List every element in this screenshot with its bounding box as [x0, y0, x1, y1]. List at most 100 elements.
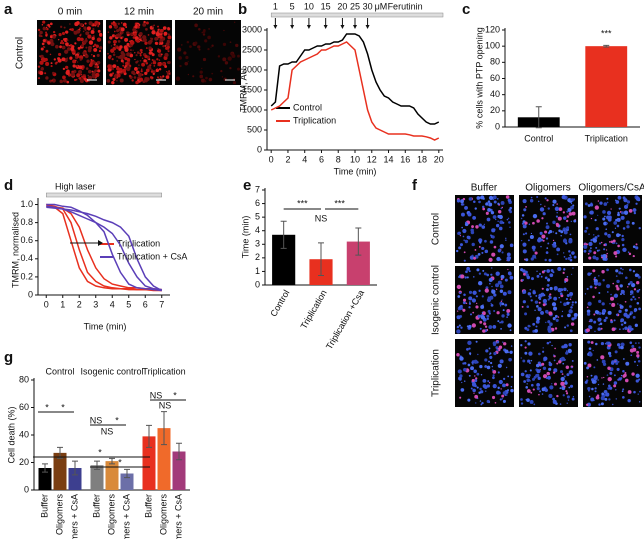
cell [553, 368, 558, 373]
cell [498, 226, 503, 231]
cell [74, 42, 77, 45]
cell [66, 80, 70, 84]
cell [565, 257, 568, 260]
cell [565, 351, 569, 355]
cell [596, 359, 599, 361]
cell [567, 348, 572, 354]
cell [68, 28, 71, 31]
cell [594, 219, 597, 222]
cell [598, 242, 602, 245]
cell [129, 52, 132, 54]
cell [622, 247, 627, 253]
cell [80, 44, 85, 48]
cell [609, 386, 613, 390]
cell [542, 298, 548, 304]
row-label: Control [15, 37, 26, 69]
cell [70, 72, 76, 77]
cell [45, 34, 48, 37]
cell [50, 65, 53, 68]
cell [525, 258, 529, 262]
cell [632, 208, 637, 212]
cell [138, 67, 140, 69]
cell [485, 286, 489, 290]
cell [466, 276, 469, 279]
cell [608, 398, 611, 401]
cell [148, 46, 152, 50]
cell [488, 257, 493, 262]
cell [532, 322, 536, 326]
cell [536, 195, 539, 199]
cell [167, 27, 171, 31]
treatment-bar [46, 192, 162, 198]
cell [504, 239, 507, 241]
cell [484, 288, 489, 293]
cell [593, 234, 595, 236]
cell [568, 343, 572, 347]
cell [562, 394, 565, 397]
y-tick-label: 0.4 [20, 253, 33, 263]
cell [525, 232, 528, 235]
cell [630, 293, 632, 296]
cell [495, 283, 500, 288]
cell [199, 74, 204, 79]
y-axis-title: Cell death (%) [6, 406, 16, 463]
cell [569, 329, 573, 333]
cell [606, 374, 609, 376]
cell [499, 321, 501, 324]
cell [150, 70, 154, 73]
cell [479, 320, 483, 324]
cell [224, 61, 229, 65]
cell [529, 235, 534, 240]
cell [192, 75, 195, 78]
cell [530, 196, 533, 199]
cell [476, 302, 478, 305]
x-tick-label: 0 [44, 299, 49, 309]
cell [58, 52, 62, 57]
cell [638, 297, 640, 299]
cell [497, 210, 502, 214]
cell [621, 307, 623, 310]
cell [476, 196, 481, 200]
cell [162, 26, 167, 30]
cell [60, 25, 63, 28]
cell [78, 65, 83, 70]
cell [592, 269, 596, 273]
cell [632, 295, 635, 299]
cell [494, 402, 497, 404]
cell [145, 61, 149, 65]
cell [623, 210, 629, 215]
cell [614, 350, 618, 354]
cell [509, 329, 512, 332]
cell [524, 270, 528, 274]
cell [122, 62, 125, 64]
cell [120, 27, 125, 32]
y-tick-label: 1500 [242, 84, 262, 94]
cell [536, 274, 540, 278]
cell [552, 199, 557, 204]
cell [107, 53, 109, 55]
cell [628, 252, 632, 256]
cell [116, 60, 119, 62]
cell [568, 212, 573, 216]
cell [549, 385, 554, 390]
cell [562, 211, 565, 214]
cell [47, 41, 51, 45]
cell [41, 66, 44, 70]
cell [489, 240, 494, 244]
cell [540, 275, 543, 278]
cell [465, 270, 468, 274]
cell [552, 245, 555, 248]
cell [473, 359, 478, 364]
cell [605, 228, 608, 230]
cell [112, 53, 116, 56]
cell [620, 345, 624, 350]
cell [154, 71, 156, 73]
cell [467, 398, 471, 402]
cell [527, 342, 531, 346]
cell [535, 252, 538, 254]
cell [46, 24, 48, 26]
cell [130, 40, 135, 45]
cell [489, 352, 492, 355]
cell [545, 321, 547, 324]
cell [506, 252, 511, 257]
